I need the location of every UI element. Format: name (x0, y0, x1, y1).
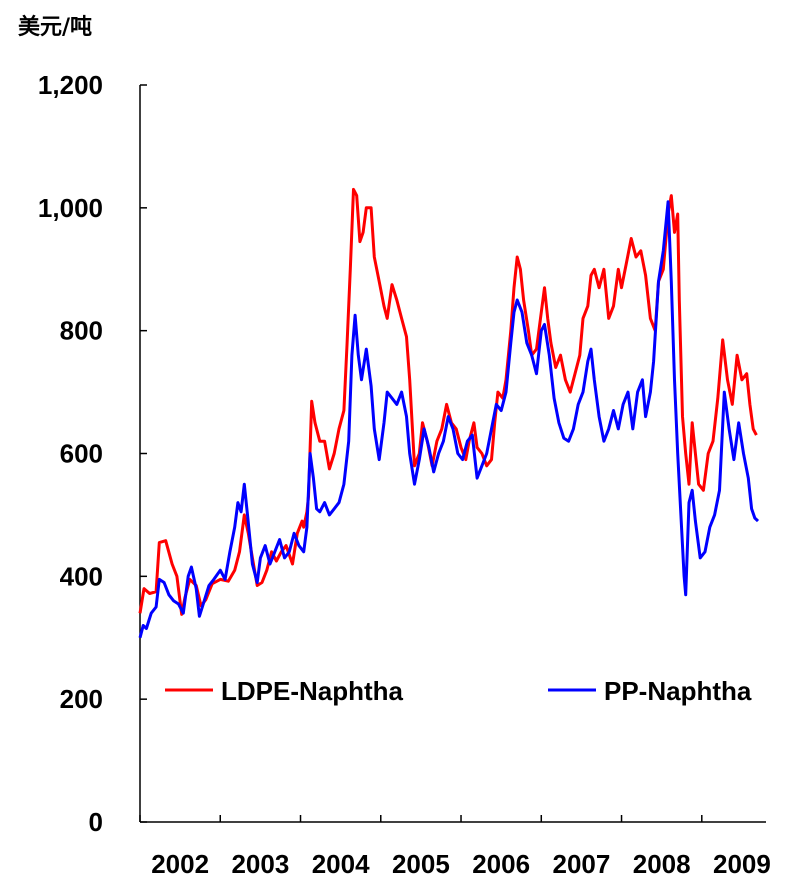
series-line-pp-naphtha (138, 200, 760, 639)
y-unit-label: 美元/吨 (18, 14, 92, 40)
x-tick-label: 2007 (552, 849, 610, 879)
x-tick-label: 2002 (151, 849, 209, 879)
legend-label: PP-Naphtha (604, 676, 752, 706)
x-tick-label: 2009 (713, 849, 771, 879)
axes: 0 200 400 600 800 1,000 1,200 2002 2003 2004 2005 2… (38, 70, 771, 879)
x-tick-label: 2003 (231, 849, 289, 879)
y-tick-label: 1,200 (38, 70, 103, 100)
legend-label: LDPE-Naphtha (221, 676, 404, 706)
x-tick-label: 2008 (633, 849, 691, 879)
y-tick-label: 0 (89, 807, 103, 837)
series-layer (138, 187, 760, 639)
y-tick-label: 200 (60, 684, 103, 714)
x-tick-label: 2006 (472, 849, 530, 879)
y-tick-label: 600 (60, 439, 103, 469)
series-line-ldpe-naphtha (138, 187, 758, 616)
legend: LDPE-Naphtha PP-Naphtha (165, 676, 752, 706)
x-tick-label: 2005 (392, 849, 450, 879)
y-tick-label: 400 (60, 561, 103, 591)
x-tick-label: 2004 (312, 849, 370, 879)
y-tick-label: 800 (60, 316, 103, 346)
y-tick-label: 1,000 (38, 193, 103, 223)
